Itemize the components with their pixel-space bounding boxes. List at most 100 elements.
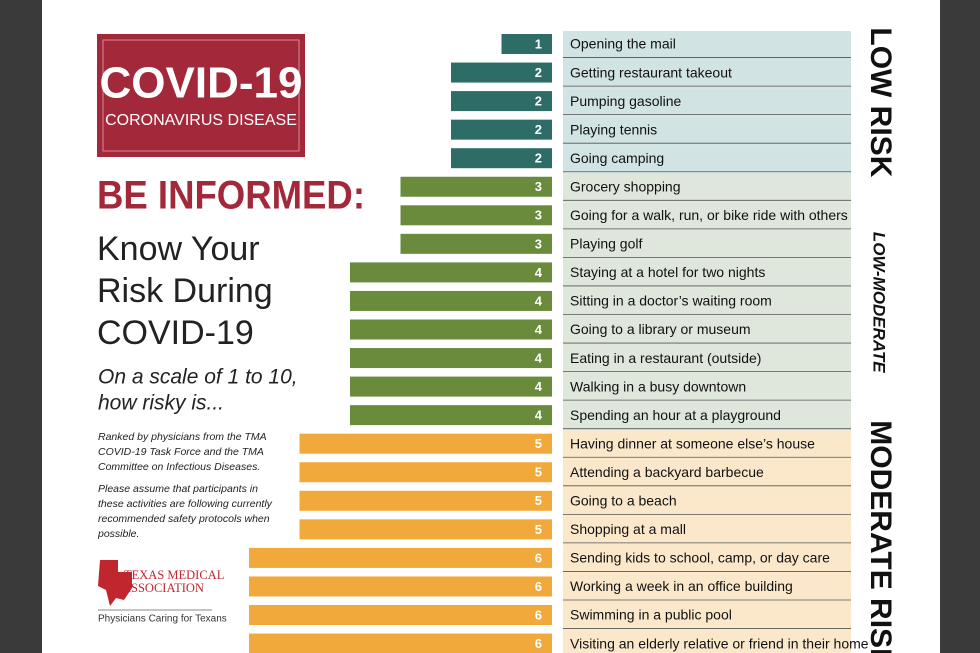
category-label: Eating in a restaurant (outside) [570, 350, 761, 366]
category-label: Working a week in an office building [570, 578, 793, 594]
value-label: 6 [535, 579, 542, 594]
note-line: COVID-19 Task Force and the TMA [98, 446, 264, 458]
note-line: Committee on Infectious Diseases. [98, 461, 260, 473]
note-line: Please assume that participants in [98, 483, 258, 495]
row-background [563, 373, 851, 403]
bar [299, 519, 552, 540]
value-label: 6 [535, 607, 542, 622]
bar [350, 376, 552, 397]
value-label: 4 [535, 293, 543, 308]
row-background [563, 59, 851, 89]
bar [350, 262, 552, 283]
value-label: 4 [535, 350, 543, 365]
value-label: 6 [535, 550, 542, 565]
value-label: 4 [535, 408, 543, 423]
row-background [563, 602, 851, 631]
risk-band-label: LOW-MODERATE [870, 232, 889, 373]
value-label: 5 [535, 465, 542, 480]
value-label: 3 [535, 208, 542, 223]
value-label: 3 [535, 236, 542, 251]
category-label: Grocery shopping [570, 178, 681, 194]
subhead-line: Know Your [97, 230, 260, 268]
row-background [563, 345, 851, 374]
row-background [563, 516, 851, 545]
value-label: 3 [535, 179, 542, 194]
category-label: Sending kids to school, camp, or day car… [570, 550, 830, 566]
bar [400, 233, 552, 254]
value-label: 1 [535, 36, 542, 51]
question-line: On a scale of 1 to 10, [98, 366, 298, 389]
category-label: Going for a walk, run, or bike ride with… [570, 207, 848, 223]
category-label: Walking in a busy downtown [570, 378, 746, 394]
bar [400, 176, 552, 197]
bar [299, 490, 552, 511]
row-background [563, 116, 851, 146]
row-background [563, 402, 851, 431]
bar [350, 319, 552, 340]
note-line: Ranked by physicians from the TMA [98, 431, 267, 443]
category-label: Attending a backyard barbecue [570, 464, 764, 480]
note-line: these activities are following currently [98, 498, 273, 510]
bar [249, 605, 552, 625]
logo-tagline: Physicians Caring for Texans [98, 614, 227, 625]
category-label: Staying at a hotel for two nights [570, 264, 765, 280]
header-box-border [102, 39, 300, 152]
row-background [563, 573, 851, 602]
category-label: Going to a library or museum [570, 321, 751, 337]
logo-mark [98, 560, 132, 606]
value-label: 2 [535, 65, 542, 80]
category-label: Pumping gasoline [570, 93, 682, 109]
bar [451, 91, 552, 112]
subhead-line: Risk During [97, 272, 273, 310]
bar [350, 348, 552, 369]
value-label: 5 [535, 522, 542, 537]
value-label: 4 [535, 322, 543, 337]
header-subtitle: CORONAVIRUS DISEASE [105, 112, 297, 129]
row-background [563, 316, 851, 346]
bar [350, 290, 552, 311]
value-label: 2 [535, 94, 542, 109]
note-line: possible. [97, 528, 139, 540]
bar [299, 433, 552, 454]
category-label: Shopping at a mall [570, 521, 686, 537]
logo-name: ASSOCIATION [122, 581, 204, 595]
bar [451, 148, 552, 169]
header-box [97, 34, 305, 157]
headline: BE INFORMED: [97, 174, 365, 218]
category-label: Going to a beach [570, 493, 677, 509]
value-label: 2 [535, 151, 542, 166]
bar [451, 62, 552, 83]
note-line: recommended safety protocols when [98, 513, 270, 525]
category-label: Playing tennis [570, 121, 657, 137]
logo-name: TEXAS MEDICAL [124, 568, 224, 582]
row-background [563, 630, 851, 653]
row-background [563, 459, 851, 488]
value-label: 6 [535, 636, 542, 651]
bar [501, 34, 552, 54]
row-background [563, 145, 851, 174]
bar [299, 462, 552, 483]
subhead-line: COVID-19 [97, 314, 254, 352]
value-label: 5 [535, 436, 542, 451]
category-label: Opening the mail [570, 36, 676, 52]
value-label: 4 [535, 379, 543, 394]
category-label: Going camping [570, 150, 664, 166]
row-background [563, 88, 851, 117]
bar [451, 119, 552, 140]
row-background [563, 31, 851, 60]
row-background [563, 430, 851, 460]
bar [249, 633, 552, 653]
category-label: Sitting in a doctor’s waiting room [570, 293, 772, 309]
row-background [563, 544, 851, 574]
value-label: 5 [535, 493, 542, 508]
risk-band-label: MODERATE RISK [864, 420, 897, 653]
bar [350, 405, 552, 426]
category-label: Getting restaurant takeout [570, 64, 732, 80]
category-label: Having dinner at someone else’s house [570, 435, 815, 451]
category-label: Visiting an elderly relative or friend i… [570, 635, 869, 651]
row-background [563, 230, 851, 260]
risk-band-label: LOW RISK [864, 27, 897, 177]
row-background [563, 202, 851, 231]
